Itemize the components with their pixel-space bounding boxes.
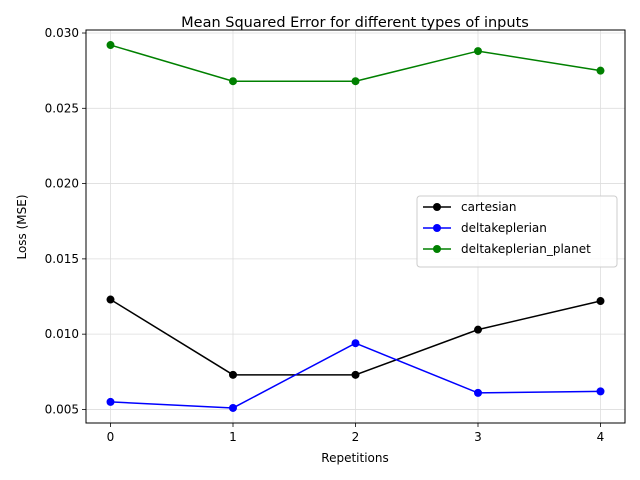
data-point [596,387,605,396]
legend-swatch-marker [433,245,441,253]
y-tick-label: 0.025 [45,101,79,115]
x-tick-label: 2 [352,430,360,444]
legend: cartesian deltakeplerian deltakeplerian_pl… [416,195,618,268]
y-tick-label: 0.030 [45,26,79,40]
series-deltakeplerian_planet [106,41,605,86]
data-point [351,370,360,379]
y-tick-label: 0.015 [45,252,79,266]
data-point [596,297,605,306]
x-tick-label: 1 [229,430,237,444]
legend-label: cartesian [461,200,517,214]
chart-title: Mean Squared Error for different types o… [181,15,529,31]
series-deltakeplerian [106,339,605,412]
y-tick-label: 0.020 [45,177,79,191]
legend-swatch-marker [433,224,441,232]
y-axis: 0.005 0.010 0.015 0.020 0.025 0.030 [45,26,86,416]
series-layer [106,41,605,412]
data-point [229,77,237,86]
data-point [106,295,115,304]
y-tick-label: 0.005 [45,402,79,416]
data-point [229,370,237,379]
data-point [106,397,115,406]
x-axis: 0 1 2 3 4 [107,423,605,444]
y-tick-label: 0.010 [45,327,79,341]
data-point [474,47,482,56]
x-axis-label: Repetitions [321,451,388,465]
x-tick-label: 0 [107,430,115,444]
x-tick-label: 3 [474,430,482,444]
data-point [351,77,360,86]
y-axis-label: Loss (MSE) [15,194,29,259]
x-tick-label: 4 [597,430,605,444]
legend-label: deltakeplerian_planet [461,242,591,256]
legend-label: deltakeplerian [461,221,547,235]
data-point [474,388,482,397]
data-point [229,403,237,412]
data-point [351,339,360,348]
data-point [474,325,482,334]
data-point [596,66,605,75]
legend-box [416,195,618,268]
grid-lines [86,30,625,423]
data-point [106,41,115,50]
legend-swatch-marker [433,203,441,211]
series-cartesian [106,295,605,379]
